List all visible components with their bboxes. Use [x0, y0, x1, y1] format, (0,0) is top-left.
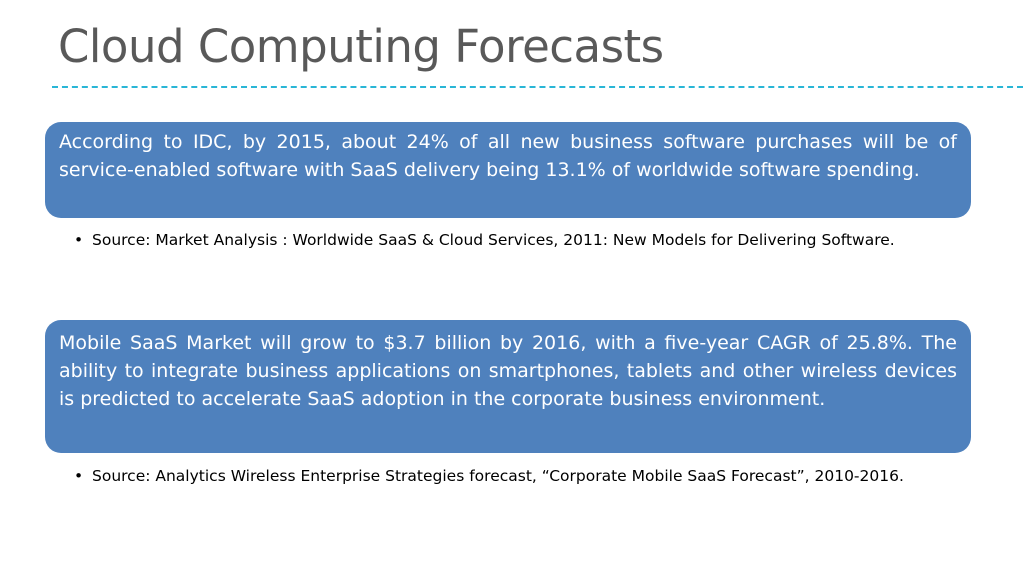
forecast-callout-idc: According to IDC, by 2015, about 24% of …	[45, 122, 971, 218]
slide-title: Cloud Computing Forecasts	[58, 20, 664, 73]
source-text: Source: Market Analysis : Worldwide SaaS…	[92, 231, 895, 249]
bullet-icon: •	[74, 231, 84, 249]
source-text: Source: Analytics Wireless Enterprise St…	[92, 467, 904, 485]
title-divider	[52, 86, 1023, 88]
bullet-icon: •	[74, 467, 84, 485]
source-item: • Source: Analytics Wireless Enterprise …	[72, 465, 942, 488]
callout-text: Mobile SaaS Market will grow to $3.7 bil…	[59, 332, 957, 410]
source-list-idc: • Source: Market Analysis : Worldwide Sa…	[72, 229, 942, 252]
callout-text: According to IDC, by 2015, about 24% of …	[59, 131, 957, 181]
source-list-mobile-saas: • Source: Analytics Wireless Enterprise …	[72, 465, 942, 488]
source-item: • Source: Market Analysis : Worldwide Sa…	[72, 229, 942, 252]
forecast-callout-mobile-saas: Mobile SaaS Market will grow to $3.7 bil…	[45, 320, 971, 453]
